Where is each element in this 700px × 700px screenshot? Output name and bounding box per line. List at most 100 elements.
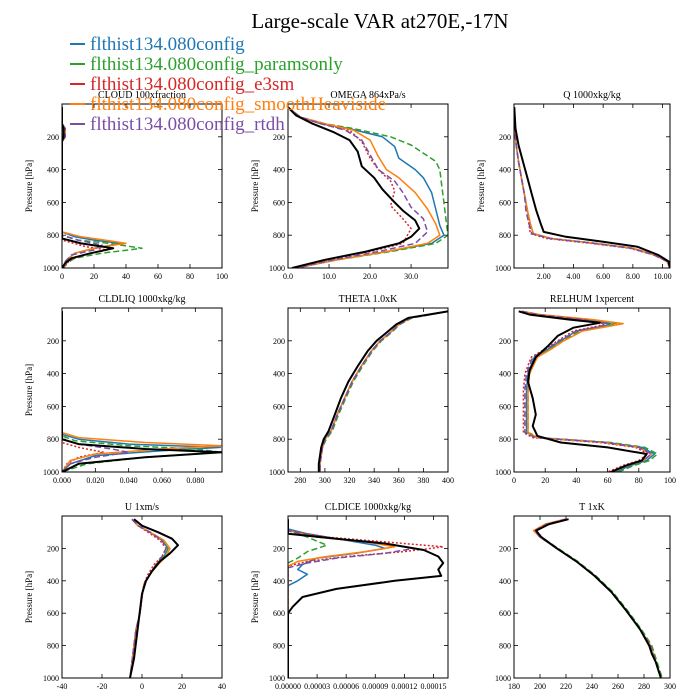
x-tick-label: 20 xyxy=(178,682,186,691)
x-tick-label: 40 xyxy=(572,476,580,485)
series-line-orange xyxy=(62,311,222,472)
series-line-black xyxy=(514,107,670,268)
y-axis-label: Pressure [hPa] xyxy=(250,571,260,623)
y-tick-label: 1000 xyxy=(43,468,59,477)
x-tick-label: 60 xyxy=(604,476,612,485)
y-tick-label: 800 xyxy=(47,435,59,444)
series-line-black xyxy=(129,518,179,678)
y-tick-label: 400 xyxy=(273,166,285,175)
y-tick-label: 600 xyxy=(273,198,285,207)
y-axis-label: Pressure [hPa] xyxy=(24,160,34,212)
x-tick-label: 40 xyxy=(218,682,226,691)
x-tick-label: 0.00015 xyxy=(420,682,446,691)
y-tick-label: 600 xyxy=(47,609,59,618)
series-line-orange xyxy=(532,518,662,678)
y-tick-label: 800 xyxy=(273,642,285,651)
series-line-red xyxy=(521,310,649,472)
y-tick-label: 800 xyxy=(273,231,285,240)
legend-label: flthist134.080config_paramsonly xyxy=(90,54,343,75)
y-tick-label: 200 xyxy=(273,337,285,346)
y-axis-label: Pressure [hPa] xyxy=(250,160,260,212)
x-tick-label: 0.00003 xyxy=(304,682,330,691)
series-line-purple xyxy=(521,310,653,472)
x-tick-label: 80 xyxy=(186,272,194,281)
y-axis-label: Pressure [hPa] xyxy=(24,364,34,416)
y-tick-label: 800 xyxy=(499,642,511,651)
x-tick-label: 220 xyxy=(560,682,572,691)
legend-label: flthist134.080config xyxy=(90,34,245,55)
x-tick-label: 60 xyxy=(154,272,162,281)
x-tick-label: 8.00 xyxy=(626,272,640,281)
x-tick-label: 0.00009 xyxy=(362,682,388,691)
y-tick-label: 1000 xyxy=(43,674,59,683)
x-tick-label: 10.00 xyxy=(654,272,672,281)
series-line-blue xyxy=(521,310,656,472)
panel-title: U 1xm/s xyxy=(125,502,159,513)
series-line-red xyxy=(62,311,105,472)
y-tick-label: 200 xyxy=(499,337,511,346)
x-tick-label: 30.0 xyxy=(404,272,418,281)
y-tick-label: 800 xyxy=(273,435,285,444)
series-line-purple xyxy=(288,106,429,268)
y-tick-label: 200 xyxy=(273,133,285,142)
series-line-green xyxy=(288,519,328,678)
series-line-green xyxy=(535,518,663,678)
series-line-purple xyxy=(288,519,415,678)
y-tick-label: 600 xyxy=(499,402,511,411)
series-line-orange xyxy=(288,519,396,678)
plot-frame xyxy=(287,103,449,269)
y-tick-label: 200 xyxy=(47,544,59,553)
y-tick-label: 200 xyxy=(273,544,285,553)
x-tick-label: 0.020 xyxy=(86,476,104,485)
panel-title: Q 1000xkg/kg xyxy=(563,90,621,101)
series-line-black xyxy=(62,107,115,268)
x-tick-label: 6.00 xyxy=(596,272,610,281)
x-tick-label: 0.000 xyxy=(53,476,71,485)
plot-frame xyxy=(61,103,223,269)
x-tick-label: 2.00 xyxy=(537,272,551,281)
series-line-orange xyxy=(521,310,653,472)
chart-panel: CLDICE 1000xkg/kg 200 400 600 800 10000.00000… xyxy=(250,502,449,691)
legend-entry: flthist134.080config_paramsonly xyxy=(70,54,343,75)
series-line-blue xyxy=(534,518,662,678)
plot-frame xyxy=(513,307,671,473)
panels: CLOUD 100xfraction 200 400 600 800 1000 0 20 40 6… xyxy=(24,90,676,691)
series-line-black xyxy=(62,311,222,472)
x-tick-label: -40 xyxy=(57,682,68,691)
x-tick-label: 320 xyxy=(344,476,356,485)
series-line-black xyxy=(288,519,445,678)
x-tick-label: 300 xyxy=(664,682,676,691)
x-tick-label: 4.00 xyxy=(566,272,580,281)
x-tick-label: 240 xyxy=(586,682,598,691)
legend-label: flthist134.080config_rtdh xyxy=(90,114,285,135)
legend-entry: flthist134.080config_e3sm xyxy=(70,74,294,95)
series-line-green xyxy=(288,106,448,268)
y-tick-label: 1000 xyxy=(43,264,59,273)
y-axis-label: Pressure [hPa] xyxy=(24,571,34,623)
x-tick-label: 0.00012 xyxy=(391,682,417,691)
panel-title: THETA 1.0xK xyxy=(339,294,398,305)
y-tick-label: 1000 xyxy=(495,674,511,683)
series-line-red xyxy=(288,106,412,268)
plot-frame xyxy=(287,307,449,473)
y-tick-label: 600 xyxy=(47,402,59,411)
y-tick-label: 600 xyxy=(273,609,285,618)
x-tick-label: 200 xyxy=(534,682,546,691)
series-line-orange xyxy=(288,106,441,268)
y-tick-label: 400 xyxy=(47,370,59,379)
figure-title: Large-scale VAR at270E,-17N xyxy=(251,9,508,33)
x-tick-label: -20 xyxy=(97,682,108,691)
y-tick-label: 400 xyxy=(499,370,511,379)
legend-label: flthist134.080config_smoothHeaviside xyxy=(90,94,386,115)
y-tick-label: 400 xyxy=(499,577,511,586)
panel-title: CLOUD 100xfraction xyxy=(98,90,186,101)
y-tick-label: 800 xyxy=(47,231,59,240)
y-tick-label: 400 xyxy=(47,166,59,175)
x-tick-label: 0.040 xyxy=(120,476,138,485)
legend-label: flthist134.080config_e3sm xyxy=(90,74,294,95)
panel-title: RELHUM 1xpercent xyxy=(550,294,634,305)
x-tick-label: 0 xyxy=(140,682,144,691)
